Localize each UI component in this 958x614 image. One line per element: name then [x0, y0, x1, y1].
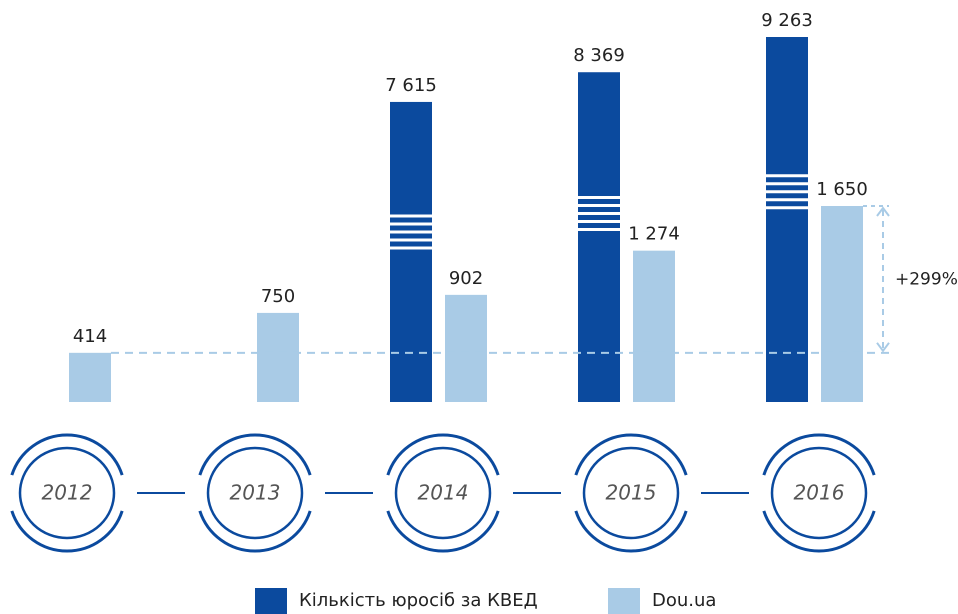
value-label: 750: [261, 286, 295, 307]
year-circle: [582, 446, 680, 540]
bar: [578, 72, 620, 403]
bar: [821, 206, 863, 402]
x-tick-label: 2012: [42, 481, 93, 505]
legend-label: Dou.ua: [652, 590, 716, 611]
x-tick-label: 2013: [230, 481, 281, 505]
bar: [257, 312, 299, 402]
bar: [390, 101, 432, 402]
legend-swatch: [608, 588, 640, 614]
outer-arc: [386, 433, 500, 476]
year-circle: [206, 446, 304, 540]
outer-arc: [762, 510, 876, 553]
value-label: 902: [449, 268, 483, 289]
bar: [445, 294, 487, 402]
outer-arc: [574, 433, 688, 476]
value-label: 1 650: [816, 179, 868, 200]
outer-arc: [386, 510, 500, 553]
year-circle: [18, 446, 116, 540]
bar: [633, 250, 675, 402]
value-label: 1 274: [628, 224, 680, 245]
outer-arc: [574, 510, 688, 553]
outer-arc: [198, 510, 312, 553]
bar: [766, 37, 808, 402]
x-tick-label: 2016: [794, 481, 845, 505]
value-label: 9 263: [761, 10, 813, 31]
outer-arc: [10, 510, 124, 553]
value-label: 8 369: [573, 45, 625, 66]
legend-swatch: [255, 588, 287, 614]
annotation: +299%: [895, 269, 958, 289]
outer-arc: [762, 433, 876, 476]
outer-arc: [10, 433, 124, 476]
year-circle: [770, 446, 868, 540]
bar: [69, 352, 111, 402]
year-circle: [394, 446, 492, 540]
arrow-head: [876, 342, 890, 353]
value-label: 414: [73, 326, 107, 347]
value-label: 7 615: [385, 75, 437, 96]
outer-arc: [198, 433, 312, 476]
legend-label: Кількість юросіб за КВЕД: [299, 590, 538, 611]
x-tick-label: 2014: [418, 481, 469, 505]
arrow-head: [876, 206, 890, 217]
x-tick-label: 2015: [606, 481, 657, 505]
